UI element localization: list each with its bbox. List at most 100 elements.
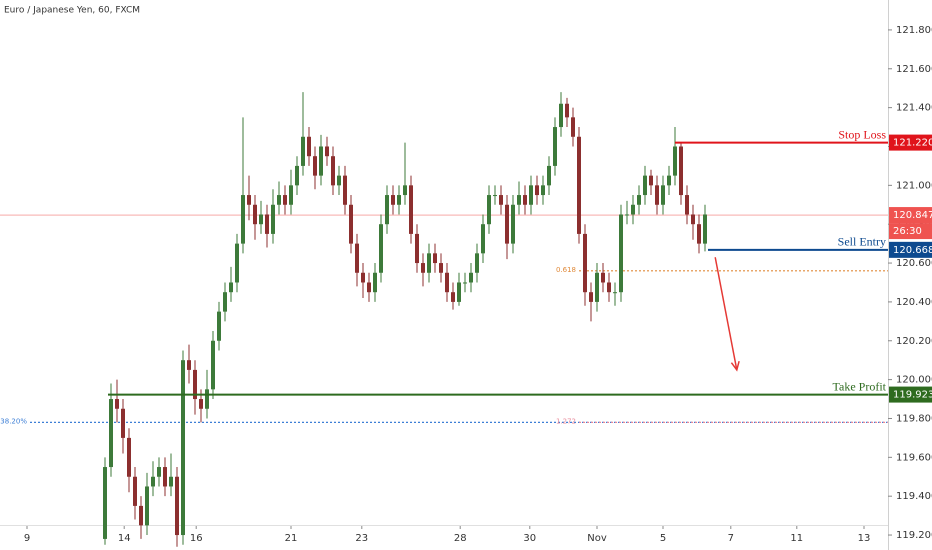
candle-body [463,282,467,284]
countdown-label: 26:30 [893,226,922,237]
level-price-label: 119.923 [893,390,932,401]
x-tick-label: 16 [190,533,203,544]
candle-body [361,272,365,283]
candle-body [667,175,671,186]
candle-body [661,185,665,205]
candle-body [559,103,563,128]
fib-label: 0.618 [556,266,576,274]
candle-body [301,136,305,166]
candle-body [445,272,449,293]
y-tick-label: 120.000 [896,375,932,386]
candle-body [283,195,287,205]
current-price-label: 120.847 [893,210,932,221]
candle-body [535,185,539,196]
candle-body [211,340,215,390]
candle-body [229,282,233,293]
candle-body [373,272,377,293]
y-tick-label: 120.600 [896,258,932,269]
candle-body [595,272,599,302]
candle-body [553,127,557,166]
candle-body [313,156,317,176]
candle-body [475,253,479,273]
level-price-box [889,134,932,151]
y-tick-label: 120.400 [896,297,932,308]
candle-body [541,185,545,196]
level-price-box [889,241,932,258]
candle-body [331,156,335,186]
candle-body [457,282,461,302]
candle-body [427,253,431,273]
candle-body [121,408,125,438]
candle-body [277,195,281,205]
candle-body [487,195,491,225]
countdown-box [889,223,932,240]
candle-body [289,185,293,205]
candle-body [625,214,629,216]
x-tick-label: 28 [454,533,467,544]
level-label: Stop Loss [838,127,886,141]
candle-body [247,195,251,205]
current-price-box [889,207,932,224]
candle-body [643,175,647,196]
candle-body [703,214,707,244]
level-price-label: 120.668 [893,245,932,256]
candle-body [223,292,227,312]
candle-body [631,204,635,215]
candle-body [565,103,569,118]
candle-body [271,204,275,234]
y-tick-label: 119.200 [896,530,932,541]
candle-body [217,311,221,341]
x-tick-label: 13 [858,533,871,544]
candle-body [307,136,311,157]
x-tick-label: 5 [660,533,666,544]
candle-body [619,214,623,293]
candle-body [265,214,269,234]
x-tick-label: Nov [587,533,607,544]
candle-body [133,476,137,506]
candle-body [409,185,413,234]
candle-body [685,195,689,215]
candle-body [199,399,203,409]
arrow-head [730,361,740,372]
candle-body [103,467,107,539]
candle-body [601,272,605,283]
candle-body [523,195,527,205]
candle-body [673,146,677,176]
y-tick-label: 119.400 [896,491,932,502]
level-label: Sell Entry [838,235,886,249]
candle-body [433,253,437,264]
candle-body [235,243,239,283]
candle-body [697,224,701,244]
x-tick-label: 23 [355,533,368,544]
candle-body [367,282,371,293]
candle-body [517,195,521,205]
level-price-box [889,386,932,403]
candle-body [337,175,341,186]
x-tick-label: 11 [790,533,803,544]
y-tick-label: 121.800 [896,25,932,36]
candle-body [295,165,299,186]
candle-body [637,195,641,205]
fib-label: 38.20% [0,417,27,425]
candle-body [157,467,161,477]
y-tick-label: 121.400 [896,103,932,114]
candle-body [421,263,425,273]
candle-body [511,204,515,244]
candle-body [571,117,575,137]
candle-body [355,243,359,273]
y-tick-label: 119.800 [896,413,932,424]
candle-body [181,360,185,536]
candle-body [241,195,245,244]
candle-body [691,214,695,225]
candle-body [205,389,209,409]
y-tick-label: 121.600 [896,64,932,75]
x-tick-label: 14 [118,533,131,544]
candle-body [349,204,353,244]
candle-body [385,195,389,225]
x-tick-label: 30 [523,533,536,544]
candle-body [481,224,485,254]
candle-body [583,233,587,293]
candle-body [145,486,149,526]
